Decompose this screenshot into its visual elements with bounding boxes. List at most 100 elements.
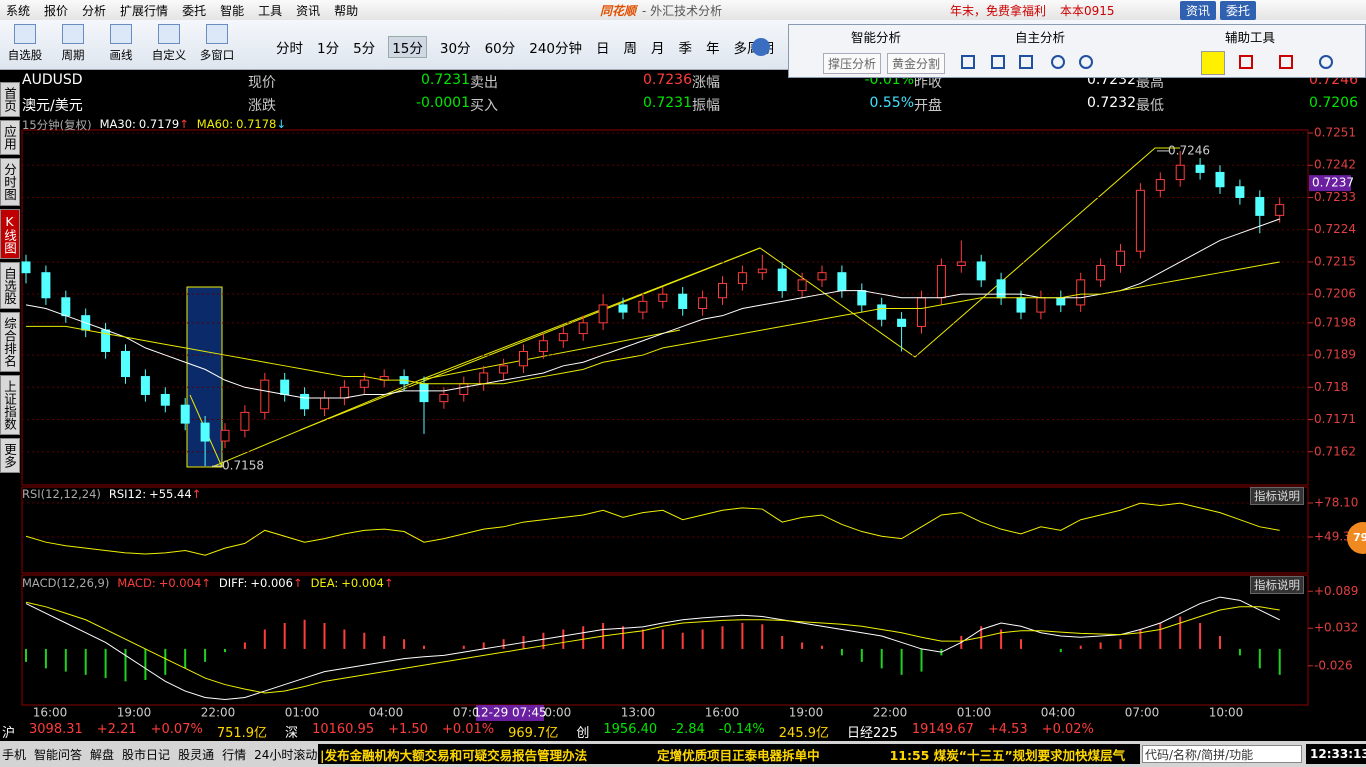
candle-body [180, 404, 190, 424]
price-tag: 0.7237 [1312, 176, 1354, 190]
candle-body [140, 376, 150, 395]
quote-label: 现价 [248, 75, 276, 91]
candle-body [718, 282, 727, 299]
quote-value: 0.55% [869, 95, 914, 111]
promo-link[interactable]: 年末，免费拿福利 [950, 4, 1047, 18]
panel-title: 辅助工具 [1225, 30, 1276, 45]
indicator-trend: ↓ [276, 117, 286, 131]
status-tab[interactable]: 手机 [2, 747, 27, 762]
tool[interactable]: 周期 [52, 24, 94, 63]
indicator-line [25, 502, 1280, 556]
tool[interactable]: 画线 [100, 24, 142, 63]
candle-body [61, 297, 71, 317]
delete-icon[interactable] [1279, 55, 1293, 69]
news-item[interactable]: 11:55 煤炭“十三五”规划要求加快煤层气 [889, 747, 1126, 763]
y-tick-label: +78.10 [1314, 496, 1358, 510]
panel-button[interactable]: 撑压分析 [823, 53, 882, 74]
panel-button[interactable]: 黄金分割 [887, 53, 946, 74]
menu-button[interactable]: 资讯 [1180, 1, 1217, 20]
period-button[interactable]: 30分 [439, 41, 471, 57]
search-box[interactable]: 代码/名称/简拼/功能 [1142, 745, 1302, 763]
tool[interactable]: 自选股 [4, 24, 46, 63]
candle-body [121, 350, 130, 378]
draw-icon[interactable] [1019, 55, 1033, 69]
draw-icon[interactable] [1051, 55, 1065, 69]
candle-body [1175, 164, 1185, 181]
candle-body [678, 293, 688, 310]
main-legend: 15分钟(复权) MA30: 0.7179↑ MA60: 0.7178↓ [22, 117, 286, 133]
indicator-help[interactable]: 指标说明 [1250, 576, 1304, 594]
candle-body [1016, 297, 1026, 313]
menu-item[interactable]: 系统 [6, 3, 31, 18]
candle-body [877, 304, 887, 320]
status-tab[interactable]: 行情 [222, 747, 247, 762]
candle-body [837, 272, 847, 292]
indicator-help[interactable]: 指标说明 [1250, 487, 1304, 505]
menu-item[interactable]: 报价 [44, 3, 69, 18]
tool[interactable]: 自定义 [148, 24, 190, 63]
gear-icon[interactable] [1319, 55, 1333, 69]
menu-item[interactable]: 资讯 [296, 3, 321, 18]
color-swatch[interactable] [1201, 51, 1225, 75]
side-tab[interactable]: 应用 [0, 120, 20, 155]
side-tab[interactable]: 更多 [0, 438, 20, 473]
draw-icon[interactable] [961, 55, 975, 69]
status-tab[interactable]: 智能问答 [34, 747, 83, 762]
menu-button[interactable]: 委托 [1220, 1, 1257, 20]
menu-buttons: 资讯 委托 [1180, 1, 1257, 20]
period-button[interactable]: 周 [623, 41, 638, 57]
period-button[interactable]: 60分 [484, 41, 516, 57]
x-tick-label: 04:00 [369, 706, 404, 720]
menu-item[interactable]: 委托 [182, 3, 207, 18]
period-button[interactable]: 分时 [276, 41, 303, 57]
delete-icon[interactable] [1239, 55, 1253, 69]
status-tab[interactable]: 股市日记 [122, 747, 171, 762]
period-button[interactable]: 1分 [317, 41, 340, 57]
side-tab[interactable]: 首页 [0, 82, 20, 117]
status-tab[interactable]: 解盘 [90, 747, 115, 762]
news-item[interactable]: |发布金融机构大额交易和可疑交易报告管理办法 [320, 747, 588, 763]
menu-item[interactable]: 帮助 [334, 3, 359, 18]
ticker-item: 深 10160.95 +1.50 +0.01% 969.7亿 [285, 722, 558, 741]
panel-title: 自主分析 [1015, 30, 1066, 45]
tool-label: 画线 [109, 48, 133, 62]
period-button[interactable]: 240分钟 [529, 41, 583, 57]
candle-body [1076, 279, 1086, 306]
candle-body [339, 386, 349, 399]
candle-body [638, 300, 648, 313]
ticker-price: 1956.40 [603, 722, 658, 737]
news-item[interactable]: 定增优质项目正泰电器拆单中 [657, 747, 820, 763]
status-tab[interactable]: 24小时滚动 [254, 747, 318, 762]
candle-body [1195, 164, 1205, 173]
settings-icon[interactable] [752, 38, 770, 56]
period-button[interactable]: 5分 [353, 41, 376, 57]
period-button[interactable]: 日 [596, 41, 610, 57]
side-tab[interactable]: 自选股 [0, 261, 20, 309]
quote-label: 最高 [1136, 75, 1164, 91]
badge[interactable]: 79 [1347, 522, 1366, 554]
candle-body [519, 350, 528, 367]
menu-item[interactable]: 分析 [82, 3, 107, 18]
indicator-line [26, 261, 1280, 385]
period-button[interactable]: 月 [651, 41, 665, 57]
side-tab[interactable]: 综合排名 [0, 312, 20, 372]
status-tab[interactable]: 股灵通 [178, 747, 215, 762]
candle-body [220, 429, 230, 442]
draw-icon[interactable] [1079, 55, 1093, 69]
menu-item[interactable]: 工具 [258, 3, 283, 18]
menu-item[interactable]: 扩展行情 [120, 3, 169, 18]
menu-item[interactable]: 智能 [220, 3, 245, 18]
ticker-price: 19149.67 [911, 722, 974, 737]
candle-body [41, 272, 51, 299]
side-tab[interactable]: 上证指数 [0, 375, 20, 435]
side-tab[interactable]: 分时图 [0, 158, 20, 206]
candle-body [439, 393, 449, 403]
period-button[interactable]: 年 [706, 41, 720, 57]
period-button[interactable]: 15分 [388, 36, 427, 58]
draw-icon[interactable] [991, 55, 1005, 69]
tool[interactable]: 多窗口 [196, 24, 238, 63]
period-button[interactable]: 季 [678, 41, 693, 57]
tool-icon [158, 24, 180, 44]
tool-icon [62, 24, 84, 44]
side-tab[interactable]: K线图 [0, 208, 20, 259]
